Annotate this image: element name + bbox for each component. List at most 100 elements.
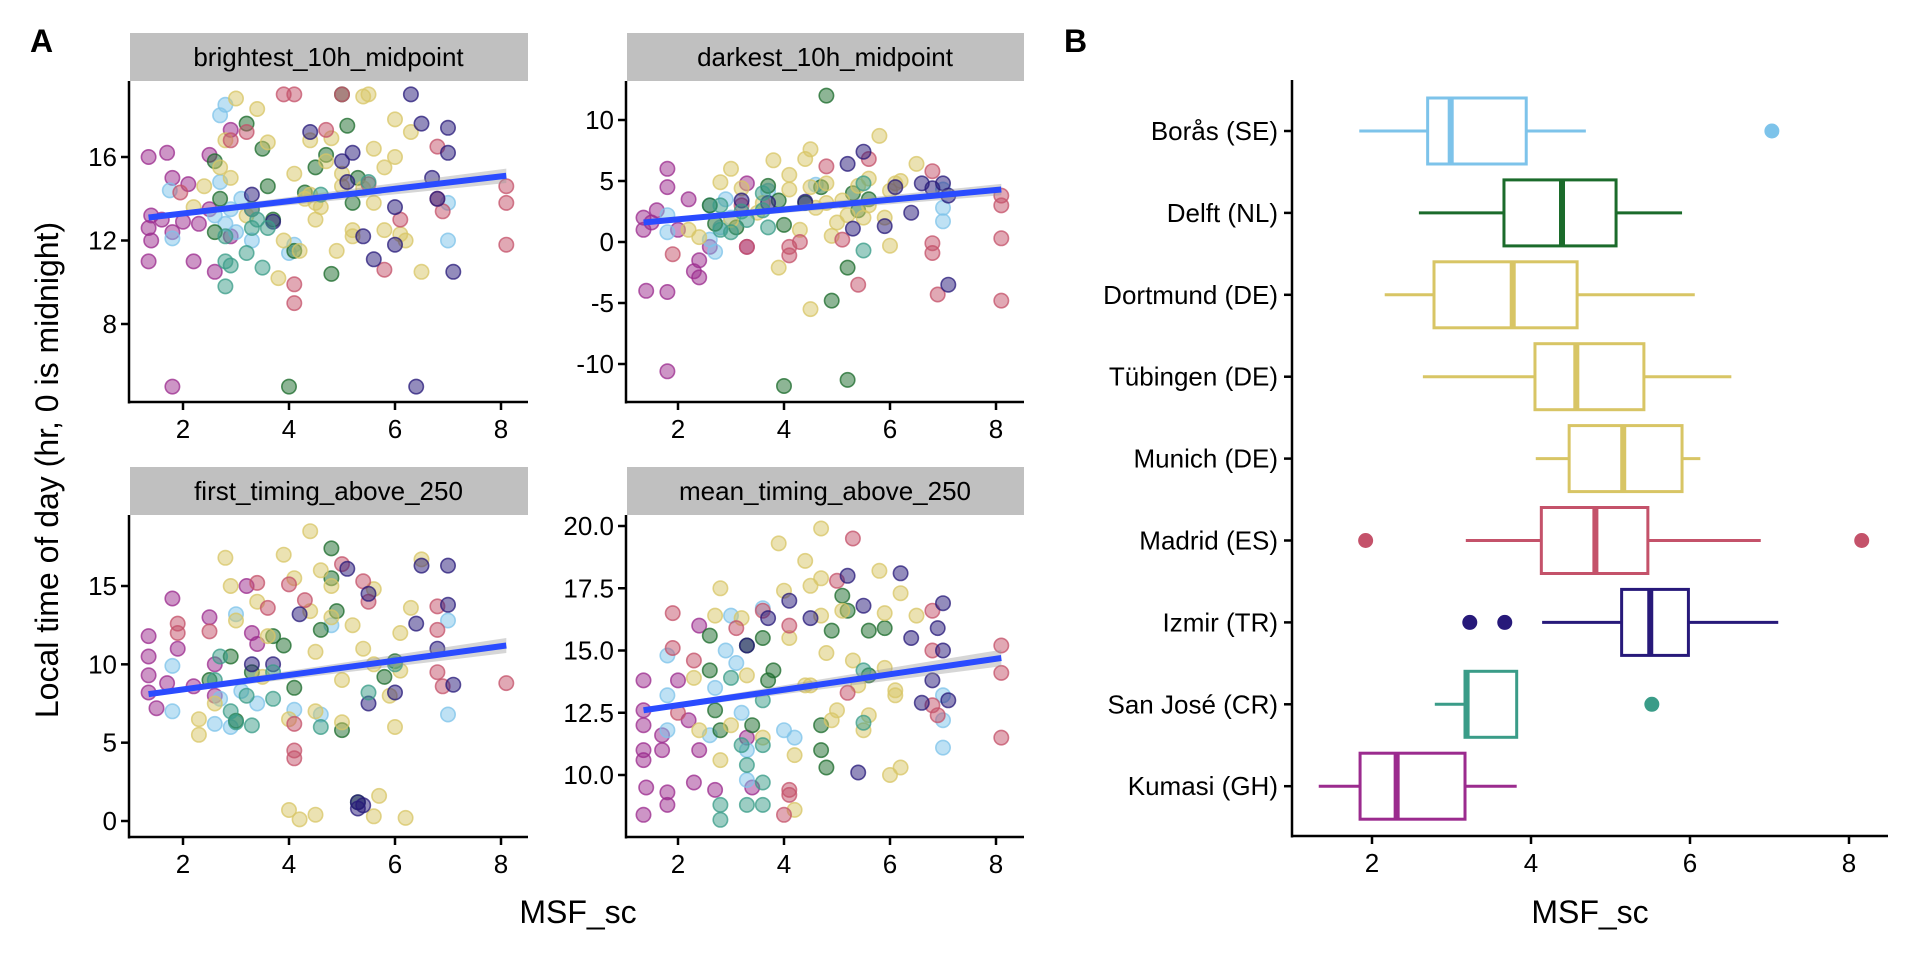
point-dortmund-de (722, 160, 739, 177)
y-tick-label: 5 (103, 728, 117, 758)
point-madrid-es (429, 664, 446, 681)
y-tick-label: 0 (103, 806, 117, 836)
point-delft-nl (323, 265, 340, 282)
point-izmir-tr (339, 174, 356, 191)
point-delft-nl (323, 540, 340, 557)
point-kumasi-gh (654, 742, 671, 759)
panel-first-timing-above-250: first_timing_above_250 2 4 6 8 0 5 10 15 (88, 467, 528, 879)
point-madrid-es (498, 675, 515, 692)
point-san-jose-cr (855, 242, 872, 259)
point-dortmund-de (770, 259, 787, 276)
point-izmir-tr (738, 637, 755, 654)
point-dortmund-de (307, 806, 324, 823)
point-madrid-es (844, 530, 861, 547)
panel-brightest-10h-midpoint: brightest_10h_midpoint 2 4 6 8 8 12 16 (88, 33, 528, 444)
point-kumasi-gh (691, 252, 708, 269)
point-kumasi-gh (691, 742, 708, 759)
point-kumasi-gh (638, 282, 655, 299)
scatter-points (140, 523, 515, 828)
point-boras-se (934, 739, 951, 756)
point-madrid-es (376, 261, 393, 278)
point-boras-se (738, 771, 755, 788)
point-kumasi-gh (190, 215, 207, 232)
point-delft-nl (775, 216, 792, 233)
point-munich-de (802, 179, 819, 196)
point-san-jose-cr (722, 224, 739, 241)
point-delft-nl (823, 292, 840, 309)
point-tubingen-de (344, 617, 361, 634)
point-madrid-es (333, 86, 350, 103)
x-tick-label: 2 (671, 849, 685, 879)
x-tick-label: 6 (388, 414, 402, 444)
point-tubingen-de (881, 237, 898, 254)
point-kumasi-gh (659, 283, 676, 300)
x-tick-label: 6 (883, 849, 897, 879)
point-madrid-es (429, 621, 446, 638)
point-madrid-es (781, 617, 798, 634)
y-tick-label: 10.0 (563, 760, 614, 790)
point-izmir-tr (333, 153, 350, 170)
category-label-madrid-es: Madrid (ES) (1139, 526, 1278, 556)
point-delft-nl (813, 742, 830, 759)
point-dortmund-de (259, 134, 276, 151)
point-munich-de (887, 687, 904, 704)
point-boras-se (733, 704, 750, 721)
point-dortmund-de (786, 747, 803, 764)
point-delft-nl (312, 621, 329, 638)
point-tubingen-de (386, 718, 403, 735)
point-izmir-tr (365, 251, 382, 268)
y-tick-label: 12.5 (563, 698, 614, 728)
point-tubingen-de (781, 166, 798, 183)
point-kumasi-gh (638, 779, 655, 796)
point-boras-se (164, 657, 181, 674)
fit-line (643, 186, 1002, 226)
point-san-jose-cr (754, 185, 771, 202)
point-madrid-es (498, 236, 515, 253)
point-madrid-es (498, 178, 515, 195)
point-tubingen-de (371, 787, 388, 804)
point-izmir-tr (302, 124, 319, 141)
point-tubingen-de (333, 714, 350, 731)
category-label-izmir-tr: Izmir (TR) (1162, 607, 1278, 637)
point-madrid-es (818, 158, 835, 175)
point-tubingen-de (871, 127, 888, 144)
point-izmir-tr (344, 144, 361, 161)
point-madrid-es (664, 246, 681, 263)
point-boras-se (717, 642, 734, 659)
point-izmir-tr (934, 595, 951, 612)
point-tubingen-de (386, 111, 403, 128)
point-izmir-tr (439, 557, 456, 574)
scatter-points (635, 520, 1010, 828)
point-san-jose-cr (217, 278, 234, 295)
point-boras-se (707, 243, 724, 260)
point-delft-nl (839, 259, 856, 276)
point-san-jose-cr (722, 669, 739, 686)
point-san-jose-cr (712, 811, 729, 828)
point-kumasi-gh (659, 179, 676, 196)
x-tick-label: 4 (1524, 848, 1538, 878)
point-tubingen-de (908, 607, 925, 624)
point-san-jose-cr (238, 245, 255, 262)
facet-strip (627, 467, 1024, 515)
point-munich-de (376, 222, 393, 239)
point-kumasi-gh (164, 590, 181, 607)
point-dortmund-de (291, 811, 308, 828)
point-dortmund-de (206, 695, 223, 712)
point-dortmund-de (280, 801, 297, 818)
point-boras-se (164, 703, 181, 720)
point-san-jose-cr (733, 737, 750, 754)
point-madrid-es (685, 652, 702, 669)
point-kumasi-gh (680, 191, 697, 208)
category-label-san-jose-cr: San José (CR) (1108, 689, 1279, 719)
point-san-jose-cr (222, 257, 239, 274)
point-kumasi-gh (635, 806, 652, 823)
point-izmir-tr (940, 692, 957, 709)
point-san-jose-cr (754, 796, 771, 813)
point-dortmund-de (217, 549, 234, 566)
point-delft-nl (818, 759, 835, 776)
point-tubingen-de (871, 562, 888, 579)
point-dortmund-de (691, 229, 708, 246)
point-tubingen-de (286, 165, 303, 182)
point-san-jose-cr (217, 228, 234, 245)
